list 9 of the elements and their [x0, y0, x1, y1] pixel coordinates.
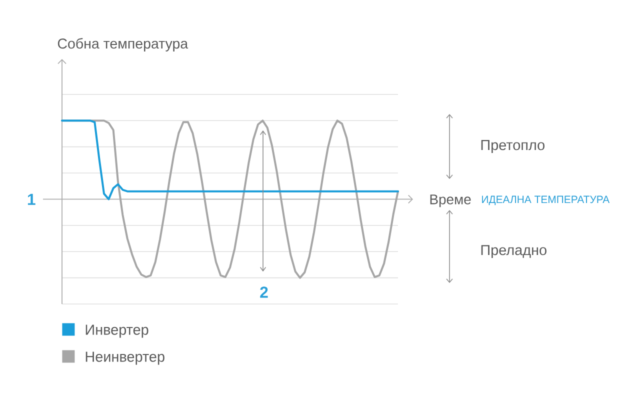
text: Претопло — [481, 140, 544, 153]
text: ИДЕАЛНА ТЕМПЕРАТУРА — [482, 196, 610, 206]
legend-label: Инвертер — [86, 324, 148, 338]
text: 2 — [260, 286, 268, 298]
legend-label: Неинвертер — [86, 352, 164, 365]
text: Преладно — [481, 245, 546, 258]
x-axis-title: Време — [430, 194, 471, 208]
y-axis-title: Собна температура — [58, 38, 188, 52]
text: 1 — [28, 194, 36, 205]
